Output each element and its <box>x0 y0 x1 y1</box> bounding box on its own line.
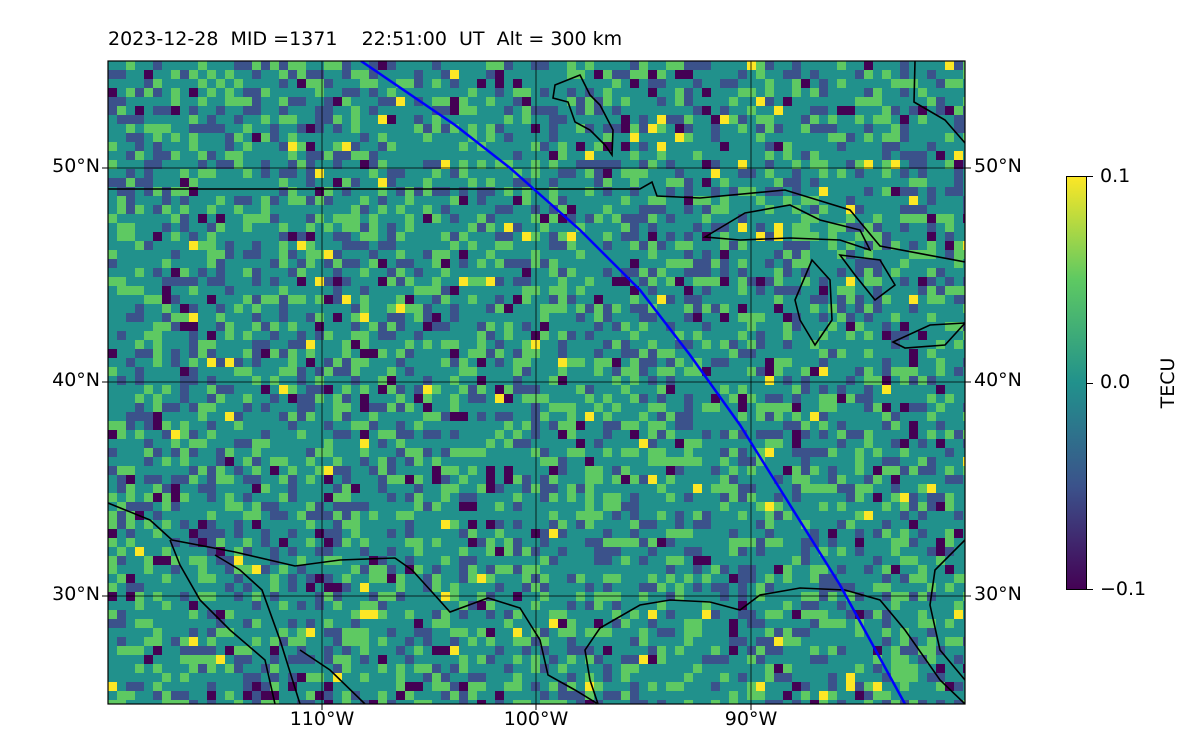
colorbar <box>1066 176 1087 590</box>
colorbar-title: TECU <box>1157 357 1179 409</box>
lon-label-90w: 90°W <box>724 708 778 730</box>
tec-heatmap <box>108 61 965 704</box>
gridlines <box>108 61 965 704</box>
lat-label-50-right: 50°N <box>974 155 1022 177</box>
lon-label-110w: 110°W <box>289 708 355 730</box>
lat-label-30-right: 30°N <box>974 583 1022 605</box>
lake-superior <box>702 204 872 252</box>
colorbar-tick-zero <box>1087 383 1093 384</box>
lat-label-40-right: 40°N <box>974 369 1022 391</box>
colorbar-tick-max <box>1087 176 1093 177</box>
map-title: 2023-12-28 MID =1371 22:51:00 UT Alt = 3… <box>108 28 623 50</box>
lake-huron <box>838 253 897 302</box>
lat-label-40-left: 40°N <box>52 369 100 391</box>
gulf-coast-texas <box>929 539 965 681</box>
lon-label-100w: 100°W <box>503 708 569 730</box>
lake-michigan <box>794 258 833 347</box>
mexico-pacific-coast <box>299 649 366 704</box>
northeast-coast <box>913 61 965 144</box>
lat-label-50-left: 50°N <box>52 155 100 177</box>
baja-peninsula <box>169 539 276 704</box>
colorbar-gradient <box>1066 176 1087 590</box>
gulf-coast-us <box>584 587 965 704</box>
colorbar-tick-min <box>1087 589 1093 590</box>
mexico-mainland-west <box>214 554 301 704</box>
colorbar-label-max: 0.1 <box>1100 165 1131 187</box>
satellite-track <box>360 61 907 704</box>
colorbar-label-zero: 0.0 <box>1100 371 1131 393</box>
lat-label-30-left: 30°N <box>52 583 100 605</box>
hudson-bay-island <box>552 73 614 158</box>
map-ticks <box>102 167 971 710</box>
colorbar-label-min: −0.1 <box>1100 578 1147 600</box>
coastlines <box>108 61 965 704</box>
lake-erie-ontario <box>891 322 965 349</box>
us-mexico-border <box>108 502 599 704</box>
us-canada-border <box>108 180 965 263</box>
